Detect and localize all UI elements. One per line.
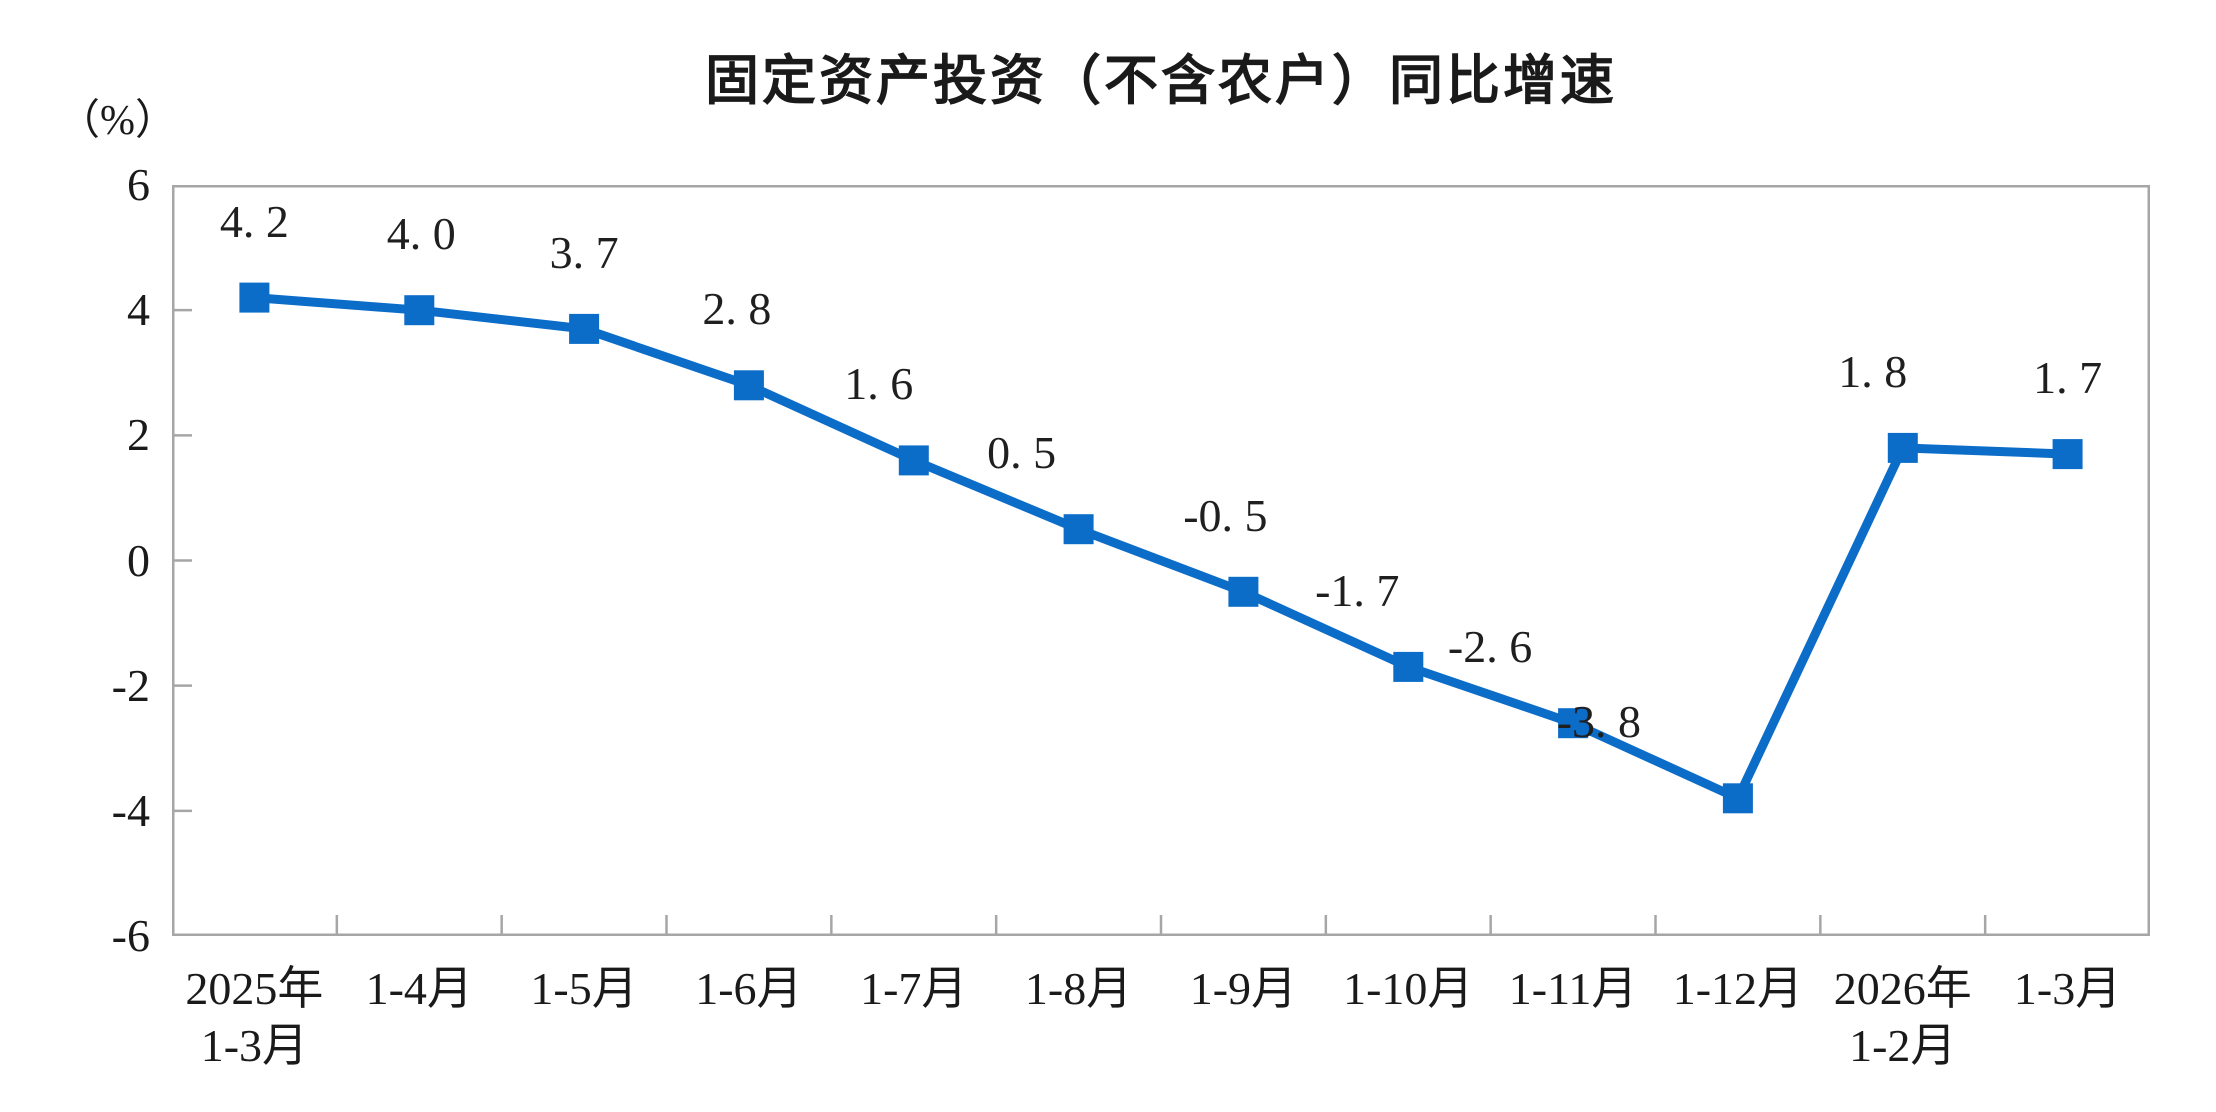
chart-title: 固定资产投资（不含农户）同比增速 <box>705 51 1617 111</box>
data-point-label: -1. 7 <box>1315 564 1400 616</box>
data-point-label: 1. 7 <box>2033 352 2103 404</box>
data-point-label: -0. 5 <box>1183 489 1268 541</box>
data-point-marker <box>898 445 929 476</box>
x-tick-label-line1: 2026年 <box>1833 963 1972 1014</box>
x-tick-label: 1-9月 <box>1190 960 1297 1017</box>
data-point-marker <box>733 370 764 401</box>
data-point-label: 2. 8 <box>702 283 772 335</box>
x-tick-label: 1-8月 <box>1025 960 1132 1017</box>
x-tick-label-line1: 1-5月 <box>530 963 638 1014</box>
x-tick-label-line1: 2025年 <box>185 963 324 1014</box>
data-point-label: 4. 2 <box>219 195 289 247</box>
y-tick-label: 6 <box>127 159 150 210</box>
x-tick-label-line1: 1-12月 <box>1672 963 1804 1014</box>
x-tick-label-line1: 1-10月 <box>1343 963 1474 1014</box>
data-point-marker <box>404 295 435 326</box>
data-point-marker <box>239 282 270 313</box>
y-axis-unit-label: （%） <box>58 98 177 144</box>
data-point-label: -3. 8 <box>1556 696 1642 748</box>
y-tick-label: -4 <box>111 784 150 836</box>
x-tick-label: 2026年 1-2月 <box>1834 960 1972 1074</box>
y-tick-label: -6 <box>111 910 150 961</box>
x-tick-label-line1: 1-6月 <box>695 963 803 1014</box>
x-tick-label: 1-12月 <box>1673 960 1803 1017</box>
y-tick-label: -2 <box>111 659 150 711</box>
x-tick-label: 1-10月 <box>1343 960 1473 1017</box>
data-point-label: -2. 6 <box>1447 621 1533 673</box>
x-tick-label-line1: 1-8月 <box>1024 963 1133 1014</box>
plot-svg <box>172 183 2150 938</box>
data-line <box>254 293 2068 803</box>
data-point-marker <box>1722 783 1753 814</box>
data-point-label: 1. 8 <box>1838 345 1908 397</box>
x-tick-label-line1: 1-9月 <box>1189 963 1298 1014</box>
data-point-marker <box>1393 651 1424 682</box>
x-tick-label: 1-7月 <box>860 960 967 1017</box>
y-tick-label: 4 <box>127 284 150 336</box>
x-tick-label: 1-5月 <box>530 960 637 1017</box>
data-point-label: 1. 6 <box>844 358 914 410</box>
data-point-marker <box>1887 432 1918 463</box>
x-tick-label-line1: 1-11月 <box>1508 963 1638 1014</box>
x-tick-label: 1-3月 <box>2014 960 2121 1017</box>
plot-area <box>172 183 2150 938</box>
x-tick-label-line1: 1-4月 <box>365 963 473 1014</box>
x-tick-label: 1-4月 <box>366 960 473 1017</box>
x-tick-label: 2025年 1-3月 <box>185 960 323 1074</box>
data-point-marker <box>569 313 600 344</box>
x-tick-label-line2: 1-2月 <box>1849 1020 1957 1071</box>
y-tick-label: 2 <box>127 409 150 461</box>
data-point-marker <box>1228 576 1259 607</box>
x-tick-label-line2: 1-3月 <box>200 1020 309 1071</box>
data-point-label: 3. 7 <box>549 226 619 278</box>
data-point-marker <box>1558 708 1589 739</box>
y-tick-label: 0 <box>127 534 150 586</box>
data-point-marker <box>2052 439 2083 470</box>
x-tick-label: 1-11月 <box>1509 960 1638 1017</box>
data-point-marker <box>1063 514 1094 545</box>
x-tick-label-line1: 1-3月 <box>2013 963 2122 1014</box>
data-point-label: 0. 5 <box>987 427 1057 479</box>
x-tick-label: 1-6月 <box>695 960 802 1017</box>
x-tick-label-line1: 1-7月 <box>860 963 968 1014</box>
data-point-label: 4. 0 <box>386 208 456 260</box>
